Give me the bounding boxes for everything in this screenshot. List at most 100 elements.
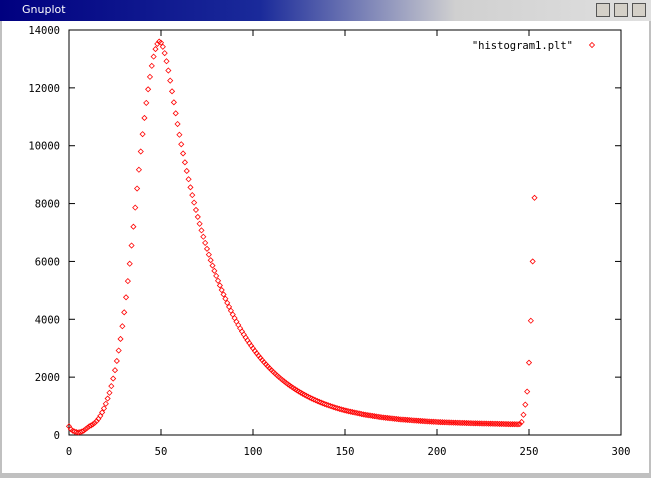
minimize-button[interactable] [596, 3, 610, 17]
data-point [152, 46, 159, 53]
data-point [529, 258, 536, 265]
data-point [141, 114, 148, 122]
data-point [91, 419, 98, 426]
data-point [102, 400, 109, 407]
x-tick-label: 100 [244, 446, 263, 458]
data-point [338, 406, 345, 413]
data-point [336, 405, 343, 412]
x-tick-label: 200 [428, 446, 447, 458]
data-point [214, 277, 222, 284]
data-point [387, 415, 395, 422]
data-point [157, 39, 165, 46]
data-point [128, 242, 135, 249]
data-point [421, 418, 428, 425]
data-point [71, 428, 78, 435]
data-point [170, 99, 177, 106]
data-point [203, 245, 211, 252]
data-point [126, 260, 133, 267]
data-point [134, 185, 141, 192]
data-point [143, 99, 150, 106]
data-point [428, 418, 435, 425]
maximize-button[interactable] [614, 3, 628, 17]
data-point [404, 416, 411, 424]
data-point [238, 328, 246, 335]
data-point [178, 141, 185, 148]
legend-label: "histogram1.plt" [472, 40, 573, 52]
data-point [132, 204, 139, 211]
data-point [113, 357, 120, 365]
data-point [531, 194, 538, 201]
data-point [318, 399, 325, 406]
data-point [216, 282, 223, 289]
data-point [192, 206, 200, 213]
data-point [406, 417, 413, 424]
chart: 0 2000 4000 6000 8000 10000 12000 14000 0 50 100 15… [2, 21, 649, 473]
data-point [522, 401, 529, 408]
data-point [209, 262, 216, 269]
data-point [395, 416, 402, 423]
x-tick-label: 250 [520, 446, 539, 458]
data-point [145, 86, 152, 93]
data-point [306, 394, 314, 401]
data-point [213, 272, 220, 279]
data-point [249, 345, 257, 352]
x-tick-label: 150 [336, 446, 355, 458]
data-point [382, 414, 389, 421]
data-point [80, 427, 87, 434]
data-point [211, 267, 218, 274]
data-point [124, 278, 131, 285]
data-point [411, 417, 418, 424]
data-point [380, 414, 387, 421]
data-point [202, 239, 209, 246]
data-point [135, 166, 142, 173]
data-point [159, 43, 166, 50]
data-point [89, 421, 96, 428]
data-point [371, 413, 378, 420]
data-point [518, 418, 525, 426]
data-point [207, 257, 214, 264]
y-tick-label: 4000 [35, 314, 60, 326]
data-point [393, 415, 400, 423]
data-point [308, 395, 315, 402]
data-point [419, 417, 426, 425]
data-point [165, 67, 172, 74]
close-button[interactable] [632, 3, 646, 17]
data-point [347, 408, 354, 415]
data-point [373, 413, 380, 420]
data-point [525, 359, 533, 366]
data-point [400, 416, 407, 423]
data-point [426, 418, 433, 425]
data-point [310, 396, 317, 403]
data-point [514, 421, 522, 428]
data-point [413, 417, 420, 424]
data-point [139, 131, 146, 138]
data-point [111, 367, 119, 374]
data-point [321, 400, 328, 408]
data-point [375, 413, 382, 420]
data-point [181, 159, 188, 166]
data-point [248, 342, 255, 349]
data-point [198, 227, 205, 234]
data-point [520, 411, 527, 418]
data-point [319, 400, 326, 407]
data-point [378, 414, 385, 421]
data-point [106, 389, 113, 396]
data-point [367, 412, 374, 419]
data-point [389, 415, 396, 422]
data-point [78, 428, 85, 435]
data-point [237, 325, 244, 332]
data-point [417, 417, 424, 425]
y-tick-label: 6000 [35, 256, 60, 268]
data-point [272, 370, 279, 377]
legend-marker [588, 41, 596, 49]
data-point [327, 402, 334, 410]
data-point [527, 317, 534, 324]
data-point [524, 388, 531, 395]
data-point [376, 413, 384, 421]
data-point [88, 422, 95, 429]
data-point [365, 412, 372, 419]
data-point [146, 73, 154, 80]
data-point [235, 321, 242, 329]
data-point [93, 418, 100, 425]
data-point [352, 409, 360, 416]
